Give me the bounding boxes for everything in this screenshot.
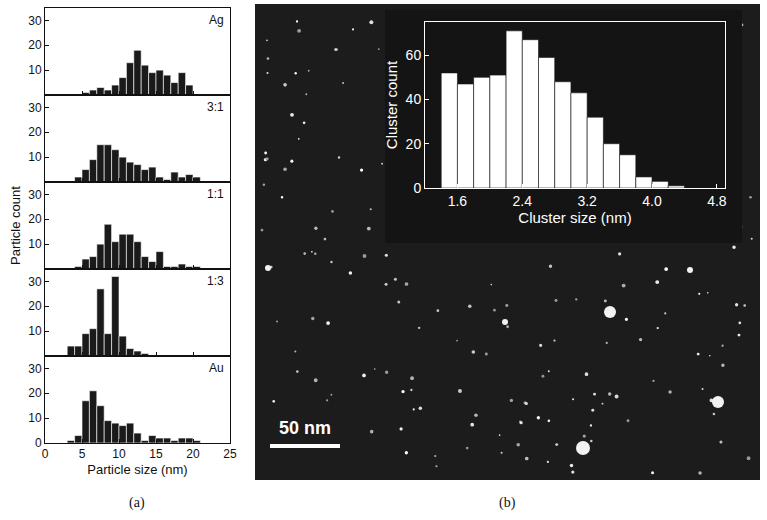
- svg-text:Cluster size (nm): Cluster size (nm): [518, 209, 631, 226]
- svg-text:10: 10: [112, 447, 126, 461]
- svg-text:20: 20: [28, 125, 42, 139]
- svg-text:(a): (a): [129, 495, 145, 511]
- svg-text:Au: Au: [209, 361, 224, 375]
- svg-text:0: 0: [42, 447, 49, 461]
- svg-text:1.6: 1.6: [448, 193, 468, 209]
- svg-text:10: 10: [28, 237, 42, 251]
- svg-text:Particle size (nm): Particle size (nm): [87, 462, 187, 477]
- svg-text:20: 20: [28, 386, 42, 400]
- svg-text:30: 30: [28, 14, 42, 28]
- svg-text:10: 10: [28, 324, 42, 338]
- svg-text:30: 30: [28, 362, 42, 376]
- svg-text:Ag: Ag: [209, 13, 224, 27]
- svg-text:20: 20: [28, 299, 42, 313]
- svg-text:3.2: 3.2: [577, 193, 597, 209]
- svg-text:25: 25: [223, 447, 237, 461]
- svg-text:60: 60: [406, 47, 422, 63]
- svg-text:10: 10: [28, 63, 42, 77]
- svg-text:30: 30: [28, 275, 42, 289]
- svg-text:10: 10: [28, 150, 42, 164]
- svg-text:2.4: 2.4: [513, 193, 533, 209]
- svg-text:0: 0: [35, 436, 42, 450]
- svg-text:Particle count: Particle count: [8, 186, 23, 265]
- svg-text:50 nm: 50 nm: [279, 418, 331, 438]
- svg-text:3:1: 3:1: [207, 100, 224, 114]
- svg-text:10: 10: [28, 411, 42, 425]
- svg-text:5: 5: [79, 447, 86, 461]
- svg-text:20: 20: [28, 38, 42, 52]
- svg-text:4.8: 4.8: [707, 193, 727, 209]
- svg-text:(b): (b): [499, 495, 516, 511]
- svg-text:20: 20: [406, 136, 422, 152]
- svg-text:4.0: 4.0: [642, 193, 662, 209]
- svg-text:0: 0: [413, 180, 421, 196]
- svg-text:20: 20: [186, 447, 200, 461]
- svg-text:Cluster count: Cluster count: [383, 60, 400, 149]
- svg-text:30: 30: [28, 101, 42, 115]
- svg-text:1:3: 1:3: [207, 274, 224, 288]
- svg-text:40: 40: [406, 91, 422, 107]
- svg-text:20: 20: [28, 212, 42, 226]
- svg-text:1:1: 1:1: [207, 187, 224, 201]
- svg-text:15: 15: [149, 447, 163, 461]
- svg-text:30: 30: [28, 188, 42, 202]
